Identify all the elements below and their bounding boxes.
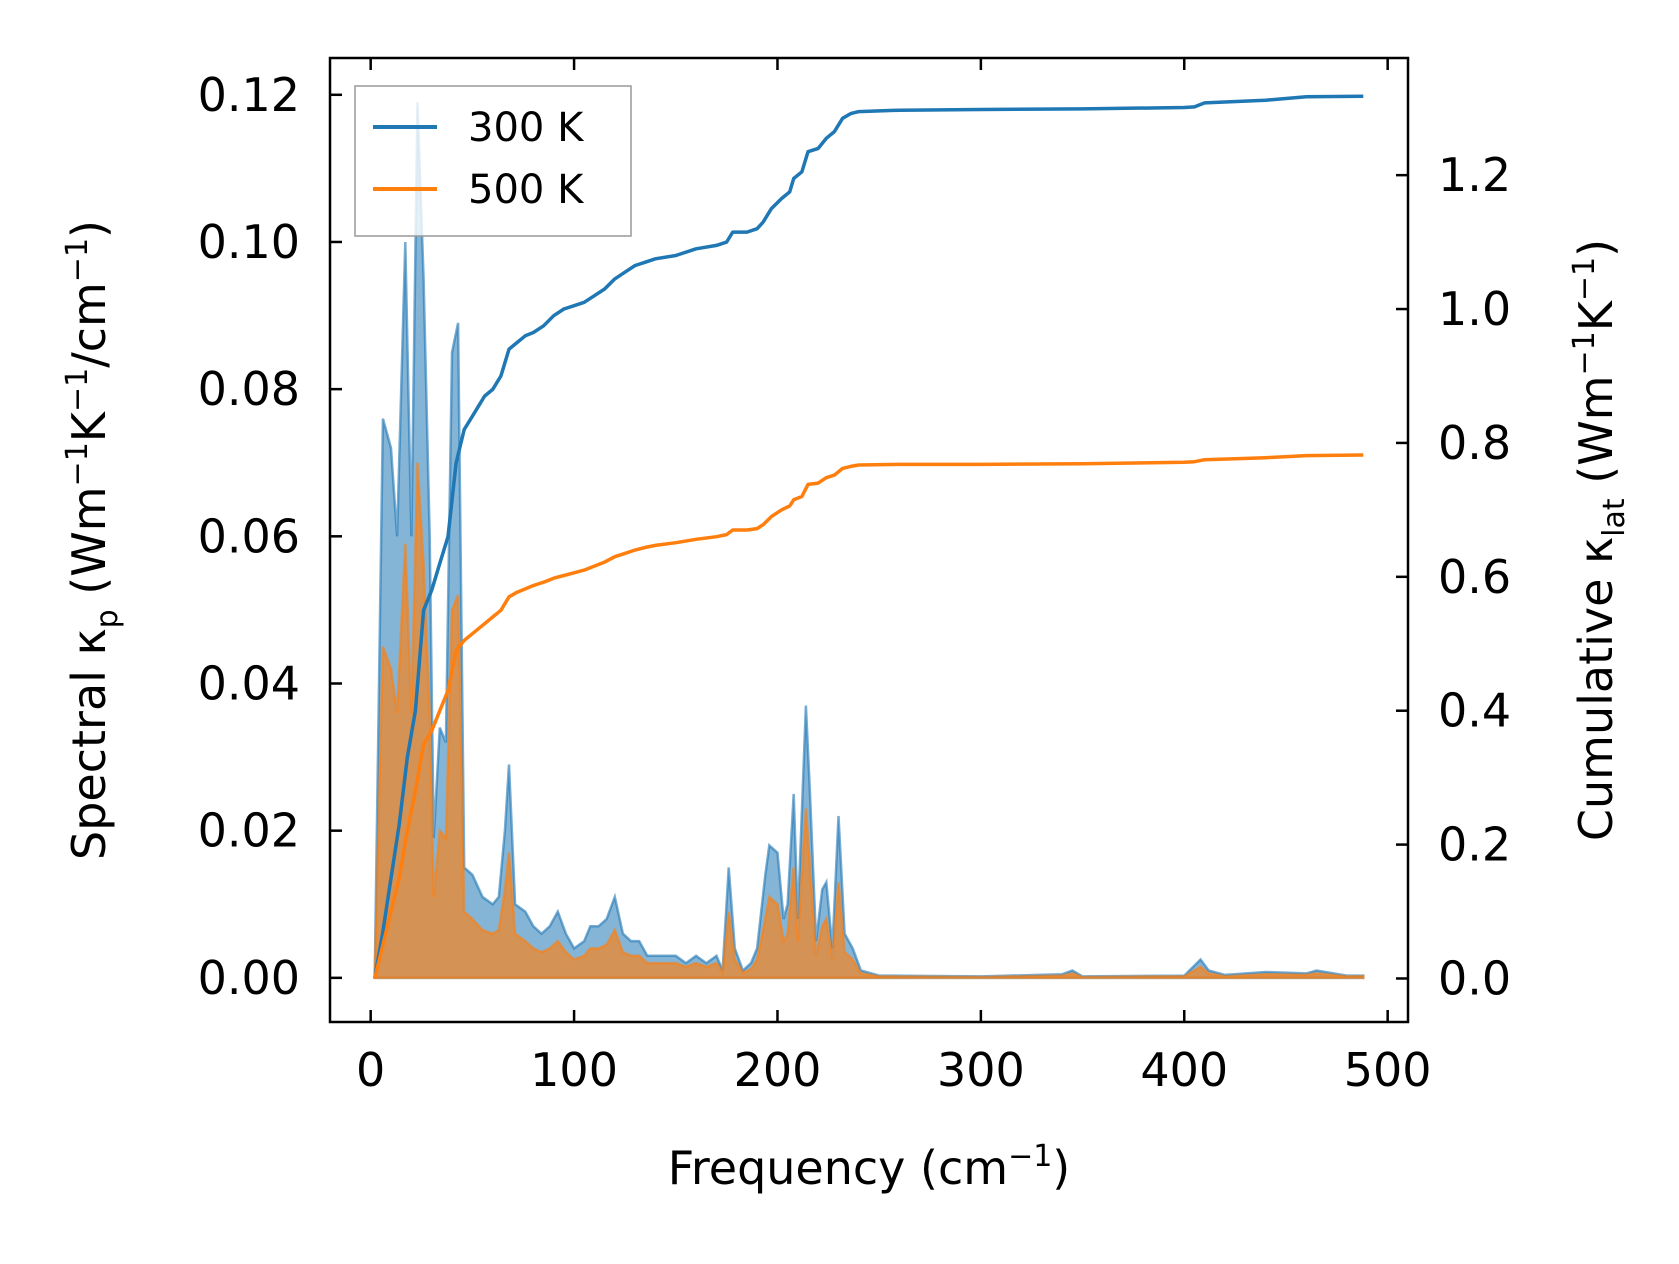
legend: 300 K 500 K xyxy=(354,85,632,237)
legend-label-300k: 300 K xyxy=(468,105,585,151)
plot-frame xyxy=(328,56,1410,1024)
spectral-area-500k xyxy=(373,462,1365,980)
left-y-tick-label: 0.06 xyxy=(198,509,300,563)
left-y-tick-label: 0.08 xyxy=(198,362,300,416)
right-y-tick-label: 0.2 xyxy=(1438,818,1511,872)
axis-ticks: 0 100 200 300 400 500 0.00 0.02 0.04 0.06 0.08 0.10… xyxy=(198,58,1511,1097)
right-y-tick-label: 1.0 xyxy=(1438,282,1511,336)
left-y-tick-label: 0.00 xyxy=(198,951,300,1005)
right-y-tick-label: 1.2 xyxy=(1438,148,1511,202)
x-tick-label: 200 xyxy=(734,1043,822,1097)
left-y-tick-label: 0.12 xyxy=(198,68,300,122)
spectral-fills xyxy=(373,102,1365,980)
cumulative-line-300k xyxy=(372,94,1364,979)
left-y-tick-label: 0.02 xyxy=(198,804,300,858)
x-tick-label: 300 xyxy=(937,1043,1025,1097)
left-y-axis-title: Spectral κp (Wm−1K−1/cm−1) xyxy=(60,220,125,860)
legend-label-500k: 500 K xyxy=(468,167,585,213)
series-lines xyxy=(372,94,1364,979)
legend-box xyxy=(354,85,632,237)
x-tick-label: 0 xyxy=(356,1043,385,1097)
right-y-tick-label: 0.4 xyxy=(1438,684,1511,738)
right-y-tick-label: 0.0 xyxy=(1438,951,1511,1005)
x-axis-title: Frequency (cm−1) xyxy=(668,1139,1071,1195)
x-tick-label: 100 xyxy=(530,1043,618,1097)
right-y-tick-label: 0.8 xyxy=(1438,416,1511,470)
left-y-tick-label: 0.04 xyxy=(198,656,300,710)
x-tick-label: 500 xyxy=(1344,1043,1432,1097)
x-tick-label: 400 xyxy=(1140,1043,1228,1097)
cumulative-line-500k xyxy=(373,453,1364,979)
left-y-tick-label: 0.10 xyxy=(198,215,300,269)
right-y-axis-title: Cumulative κlat (Wm−1K−1) xyxy=(1567,239,1632,841)
right-y-tick-label: 0.6 xyxy=(1438,550,1511,604)
